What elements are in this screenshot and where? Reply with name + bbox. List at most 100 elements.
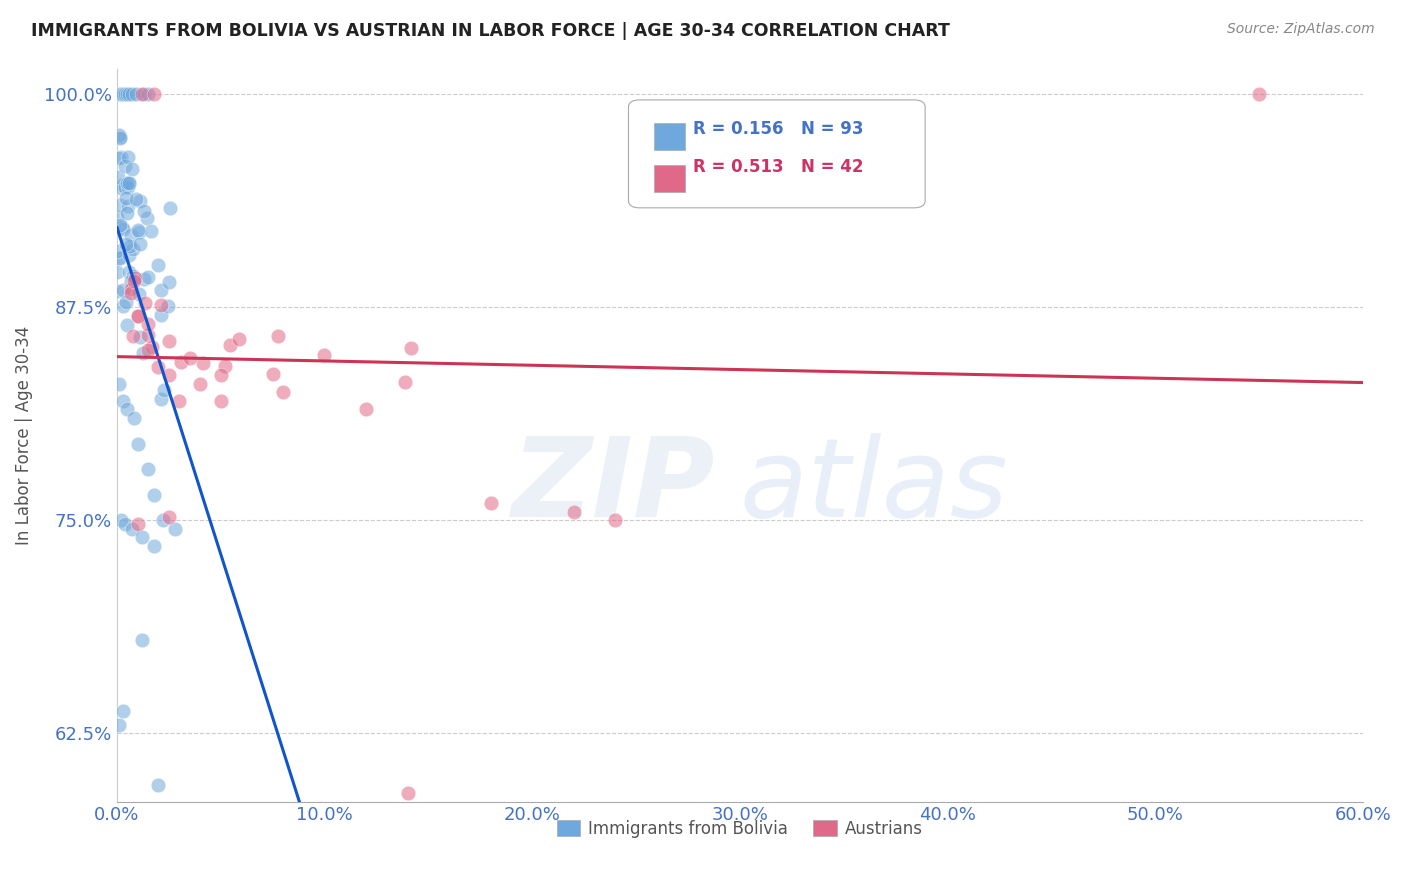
Point	[110, 180, 132, 194]
Point	[150, 283, 173, 297]
Point	[562, 505, 585, 519]
Point	[108, 87, 131, 101]
Point	[108, 197, 131, 211]
Point	[129, 330, 152, 344]
Point	[143, 539, 166, 553]
Point	[107, 169, 129, 184]
Point	[124, 87, 146, 101]
Point	[150, 298, 173, 312]
Point	[112, 87, 135, 101]
Point	[1247, 87, 1270, 101]
Point	[107, 211, 129, 225]
Point	[118, 248, 141, 262]
Point	[132, 345, 155, 359]
Point	[110, 87, 132, 101]
Text: R = 0.156: R = 0.156	[693, 120, 783, 138]
Point	[114, 87, 136, 101]
Point	[127, 309, 149, 323]
Point	[188, 376, 211, 391]
Point	[167, 393, 190, 408]
Point	[132, 87, 155, 101]
Point	[115, 191, 138, 205]
Point	[114, 160, 136, 174]
Text: IMMIGRANTS FROM BOLIVIA VS AUSTRIAN IN LABOR FORCE | AGE 30-34 CORRELATION CHART: IMMIGRANTS FROM BOLIVIA VS AUSTRIAN IN L…	[31, 22, 950, 40]
Point	[121, 242, 143, 256]
Point	[605, 513, 627, 527]
Point	[157, 509, 180, 524]
Point	[112, 704, 135, 718]
Point	[127, 436, 149, 450]
Point	[118, 177, 141, 191]
Point	[170, 355, 193, 369]
Point	[117, 199, 139, 213]
Point	[157, 334, 180, 349]
Text: atlas: atlas	[740, 433, 1008, 540]
Point	[108, 131, 131, 145]
Point	[271, 385, 294, 400]
Point	[115, 236, 138, 251]
Point	[153, 383, 176, 397]
Text: Source: ZipAtlas.com: Source: ZipAtlas.com	[1227, 22, 1375, 37]
Point	[396, 786, 419, 800]
Point	[228, 332, 250, 346]
Point	[111, 222, 134, 236]
Point	[117, 87, 139, 101]
Point	[112, 393, 135, 408]
Point	[115, 176, 138, 190]
Point	[127, 223, 149, 237]
Point	[127, 516, 149, 531]
Point	[179, 351, 201, 366]
Legend: Immigrants from Bolivia, Austrians: Immigrants from Bolivia, Austrians	[550, 814, 929, 845]
Point	[121, 286, 143, 301]
Point	[148, 258, 170, 272]
Point	[125, 192, 148, 206]
Point	[120, 227, 142, 242]
Point	[159, 202, 181, 216]
Point	[267, 329, 290, 343]
Point	[117, 402, 139, 417]
Point	[136, 343, 159, 357]
Point	[479, 496, 502, 510]
Text: R = 0.513: R = 0.513	[693, 158, 783, 176]
Point	[209, 368, 232, 383]
Point	[136, 317, 159, 331]
Point	[354, 402, 377, 417]
Point	[108, 218, 131, 232]
Point	[394, 376, 416, 390]
Text: ZIP: ZIP	[512, 433, 714, 540]
Point	[118, 265, 141, 279]
Point	[121, 522, 143, 536]
Point	[218, 338, 240, 352]
Point	[107, 128, 129, 142]
Point	[128, 286, 150, 301]
Point	[135, 211, 157, 225]
Point	[118, 87, 141, 101]
Point	[107, 265, 129, 279]
Point	[105, 284, 128, 298]
Point	[108, 129, 131, 144]
Point	[129, 194, 152, 208]
Point	[114, 180, 136, 194]
Point	[110, 150, 132, 164]
Point	[120, 239, 142, 253]
Point	[152, 513, 174, 527]
Point	[157, 275, 180, 289]
Point	[191, 356, 214, 370]
Point	[131, 632, 153, 647]
Point	[136, 269, 159, 284]
Point	[114, 294, 136, 309]
Point	[121, 161, 143, 176]
Point	[134, 296, 156, 310]
Point	[122, 269, 145, 284]
Point	[122, 411, 145, 425]
Point	[121, 328, 143, 343]
Point	[128, 237, 150, 252]
Point	[124, 274, 146, 288]
Point	[214, 359, 236, 374]
Point	[112, 299, 135, 313]
Point	[157, 368, 180, 383]
Point	[209, 393, 232, 408]
Point	[124, 270, 146, 285]
Point	[139, 224, 162, 238]
Point	[110, 513, 132, 527]
